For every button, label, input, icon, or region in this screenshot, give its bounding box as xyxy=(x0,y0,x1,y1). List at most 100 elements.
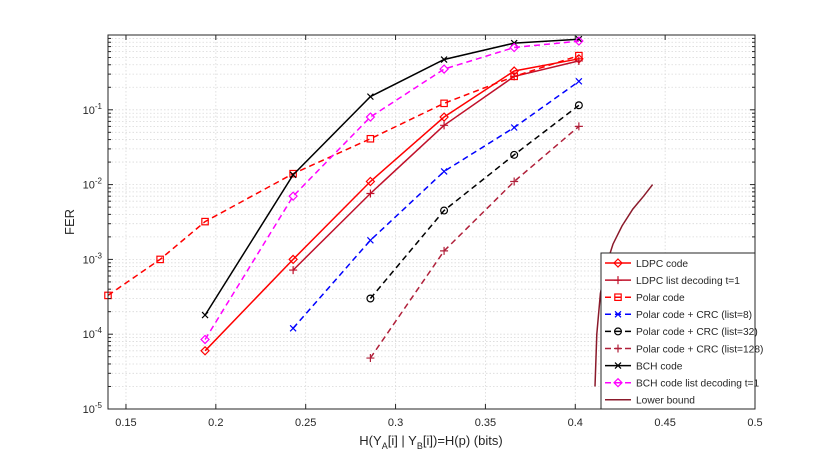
x-axis-label-text: [i] | Y xyxy=(388,433,417,448)
y-tick-label-base: 10 xyxy=(83,180,95,192)
legend-label: Polar code + CRC (list=128) xyxy=(636,344,763,355)
y-tick-label-exponent: -2 xyxy=(95,177,103,186)
x-axis-label-subscript: B xyxy=(417,441,423,451)
x-tick-label: 0.25 xyxy=(295,417,316,429)
series-line-ldpc-code xyxy=(204,58,580,352)
data-point-polar-code-crc-list-32 xyxy=(510,150,519,159)
data-point-bch-code-list-decoding-t-1 xyxy=(365,112,376,122)
y-axis-label: FER xyxy=(62,209,77,235)
data-point-bch-code xyxy=(440,56,448,63)
legend-label: LDPC list decoding t=1 xyxy=(636,276,740,287)
data-point-polar-code-crc-list-8 xyxy=(575,77,583,85)
data-point-ldpc-code xyxy=(200,345,210,356)
x-axis-label-text: H(Y xyxy=(359,433,382,448)
legend-item-ldpc-list-decoding-t-1: LDPC list decoding t=1 xyxy=(605,276,740,287)
data-point-ldpc-list-decoding-t-1 xyxy=(440,121,449,130)
legend-label: LDPC code xyxy=(636,259,688,270)
legend-marker xyxy=(614,344,622,353)
x-axis-label: H(YA[i] | YB[i])=H(p) (bits) xyxy=(359,433,502,451)
series-polar-code-crc-list-32 xyxy=(366,101,583,303)
series-line-polar-code-crc-list-32 xyxy=(369,104,580,299)
data-point-polar-code xyxy=(575,51,583,60)
x-tick-label: 0.3 xyxy=(388,417,403,429)
data-point-polar-code-crc-list-128 xyxy=(440,246,449,255)
x-axis-label-subscript: A xyxy=(382,441,388,451)
y-tick-label-exponent: -1 xyxy=(95,102,103,111)
legend-marker xyxy=(613,327,622,336)
legend-marker xyxy=(614,310,622,318)
data-point-polar-code-crc-list-128 xyxy=(574,122,583,131)
series-line-bch-code xyxy=(204,38,579,316)
data-point-polar-code xyxy=(289,169,297,178)
legend-marker xyxy=(614,276,622,285)
data-point-ldpc-code xyxy=(365,176,376,187)
y-tick-label: 10-1 xyxy=(83,102,103,117)
legend-item-polar-code: Polar code xyxy=(605,293,685,304)
x-tick-label: 0.5 xyxy=(747,417,762,429)
series-bch-code-list-decoding-t-1 xyxy=(200,36,584,345)
legend-marker xyxy=(613,258,623,268)
legend-item-ldpc-code: LDPC code xyxy=(605,258,688,270)
legend-label: BCH code list decoding t=1 xyxy=(636,379,760,390)
x-axis-label-text: [i])=H(p) (bits) xyxy=(423,433,503,448)
legend-marker xyxy=(614,293,622,302)
y-tick-label: 10-4 xyxy=(83,326,103,341)
data-point-polar-code xyxy=(366,134,375,143)
data-point-polar-code-crc-list-8 xyxy=(440,168,448,175)
data-point-polar-code-crc-list-128 xyxy=(510,177,519,186)
data-point-polar-code-crc-list-8 xyxy=(289,324,297,332)
y-tick-label: 10-5 xyxy=(83,401,103,416)
x-tick-label: 0.2 xyxy=(208,417,223,429)
legend-label: Lower bound xyxy=(636,396,695,407)
series-line-lower-bound xyxy=(594,184,654,387)
y-tick-label: 10-3 xyxy=(83,251,103,266)
y-tick-label-base: 10 xyxy=(83,329,95,341)
y-tick-label-base: 10 xyxy=(83,254,95,266)
series-lower-bound xyxy=(594,184,654,387)
data-point-ldpc-list-decoding-t-1 xyxy=(289,266,298,275)
y-tick-label-exponent: -4 xyxy=(95,326,103,335)
y-tick-label-exponent: -5 xyxy=(95,401,103,410)
data-point-ldpc-list-decoding-t-1 xyxy=(366,189,375,198)
data-point-polar-code-crc-list-128 xyxy=(366,354,375,363)
data-point-bch-code xyxy=(289,171,297,179)
data-point-polar-code xyxy=(201,217,209,226)
legend-label: Polar code + CRC (list=8) xyxy=(636,310,752,321)
y-tick-label-exponent: -3 xyxy=(95,251,103,260)
data-point-ldpc-code xyxy=(288,254,298,265)
data-point-bch-code-list-decoding-t-1 xyxy=(509,42,520,53)
data-point-polar-code-crc-list-8 xyxy=(366,236,374,244)
data-point-polar-code xyxy=(510,72,518,81)
data-point-bch-code-list-decoding-t-1 xyxy=(574,36,584,46)
data-point-bch-code-list-decoding-t-1 xyxy=(439,64,449,74)
series-polar-code-crc-list-128 xyxy=(366,122,583,363)
legend-label: Polar code + CRC (list=32) xyxy=(636,327,758,338)
series-polar-code-crc-list-8 xyxy=(289,77,583,332)
x-tick-label: 0.15 xyxy=(115,417,136,429)
legend-items: LDPC code LDPC list decoding t=1 Polar cod… xyxy=(605,258,763,407)
data-point-polar-code-crc-list-8 xyxy=(510,124,518,131)
data-point-polar-code xyxy=(156,255,164,264)
series-layer xyxy=(104,35,654,387)
data-point-polar-code-crc-list-32 xyxy=(574,101,583,110)
legend-marker xyxy=(613,377,623,388)
data-point-bch-code-list-decoding-t-1 xyxy=(288,191,298,202)
y-tick-label: 10-2 xyxy=(83,177,103,192)
data-point-bch-code-list-decoding-t-1 xyxy=(200,334,210,345)
x-tick-label: 0.45 xyxy=(654,417,675,429)
data-point-bch-code xyxy=(366,93,374,101)
data-point-polar-code xyxy=(440,99,448,108)
legend-label: BCH code xyxy=(636,361,683,372)
legend-marker xyxy=(614,362,622,370)
data-point-ldpc-code xyxy=(439,112,449,122)
series-line-polar-code-crc-list-128 xyxy=(369,125,580,359)
data-point-bch-code xyxy=(201,311,209,319)
x-tick-label: 0.4 xyxy=(568,417,583,429)
series-line-bch-code-list-decoding-t-1 xyxy=(204,40,579,340)
legend-label: Polar code xyxy=(636,293,685,304)
legend-item-bch-code-list-decoding-t-1: BCH code list decoding t=1 xyxy=(605,377,760,390)
legend-item-bch-code: BCH code xyxy=(605,361,683,372)
data-point-polar-code-crc-list-32 xyxy=(366,294,375,303)
axis-labels: H(YA[i] | YB[i])=H(p) (bits) FER xyxy=(62,209,503,451)
